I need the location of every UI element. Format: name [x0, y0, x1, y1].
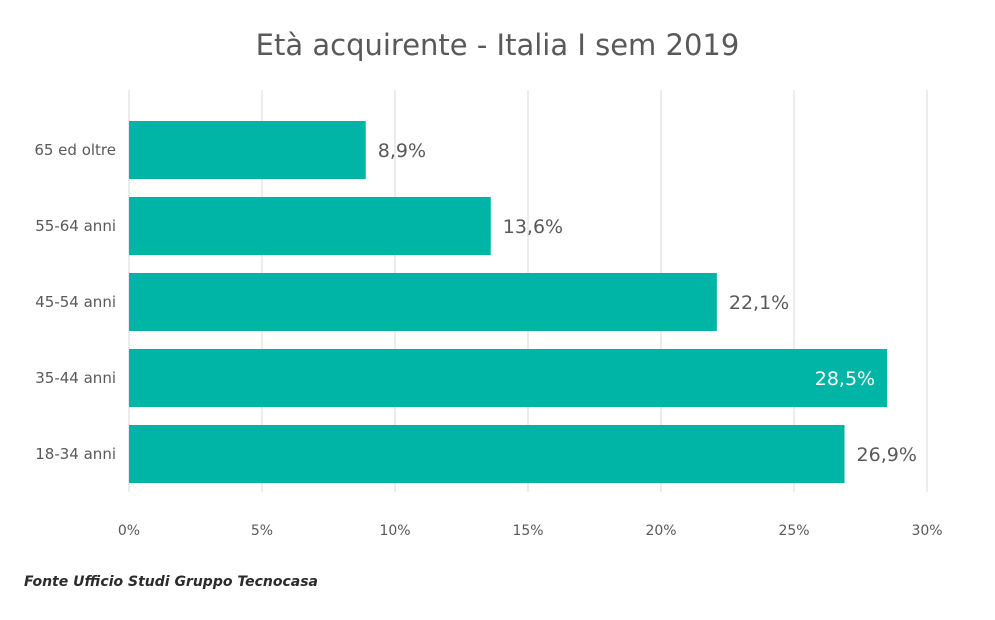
category-label: 45-54 anni — [35, 293, 116, 311]
data-label: 22,1% — [729, 292, 789, 314]
bar — [129, 425, 845, 483]
category-label: 18-34 anni — [35, 445, 116, 463]
data-label: 13,6% — [503, 216, 563, 238]
category-label: 55-64 anni — [35, 217, 116, 235]
data-label: 26,9% — [857, 444, 917, 466]
x-tick-label: 25% — [778, 523, 809, 539]
x-tick-label: 15% — [512, 523, 543, 539]
x-tick-label: 0% — [118, 523, 140, 539]
bar — [129, 349, 888, 407]
source-note: Fonte Ufficio Studi Gruppo Tecnocasa — [24, 574, 318, 590]
bar — [129, 197, 491, 255]
bars — [129, 121, 888, 483]
category-label: 35-44 anni — [35, 369, 116, 387]
labels: 0% 5% 10% 15% 20% 25% 30% 65 ed oltre 8,9% 55-64 … — [34, 140, 942, 539]
data-label: 8,9% — [378, 140, 426, 162]
data-label: 28,5% — [815, 368, 875, 390]
x-tick-label: 10% — [379, 523, 410, 539]
category-label: 65 ed oltre — [34, 141, 116, 159]
chart-title: Età acquirente - Italia I sem 2019 — [255, 28, 740, 62]
x-tick-label: 20% — [645, 523, 676, 539]
bar — [129, 273, 717, 331]
x-tick-label: 5% — [251, 523, 273, 539]
x-tick-label: 30% — [911, 523, 942, 539]
bar — [129, 121, 366, 179]
